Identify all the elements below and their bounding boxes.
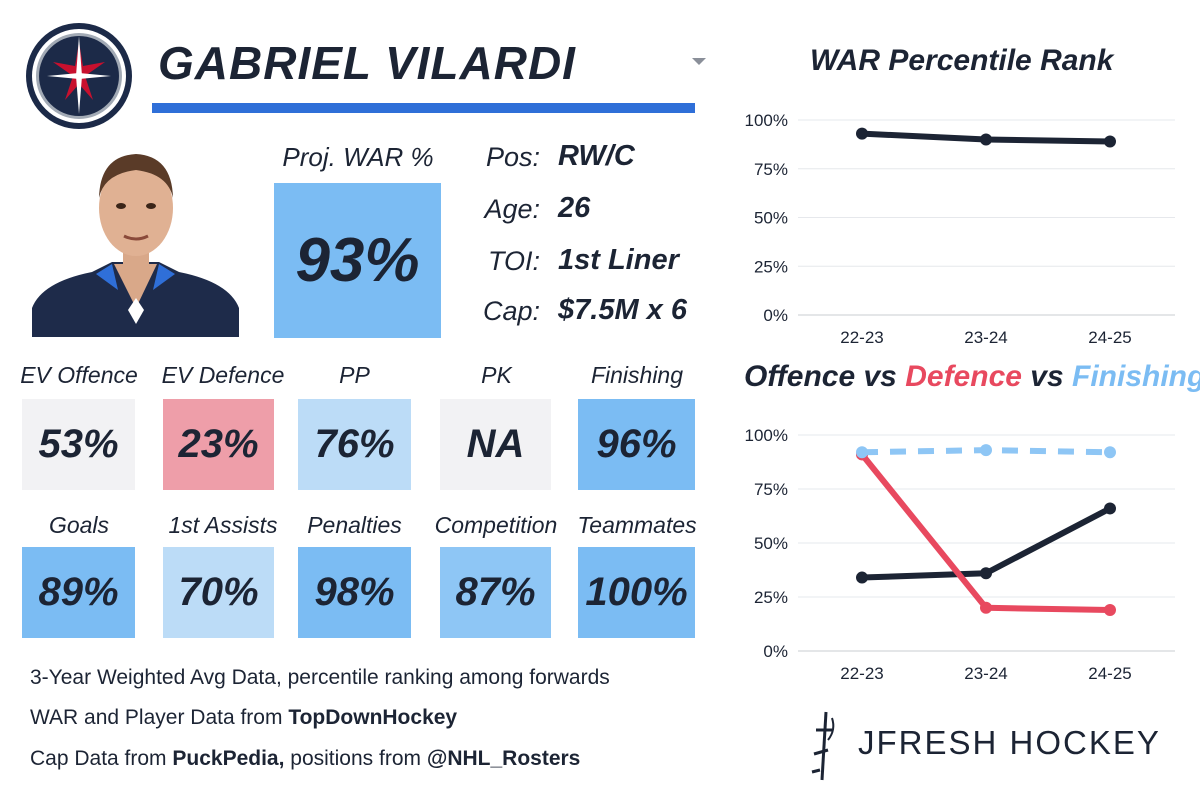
stat-value-goals: 89% <box>38 570 119 614</box>
stat-value-pk: NA <box>466 422 525 466</box>
stat-box-ev-defence: 23% <box>163 399 274 490</box>
footer-cap-source-name: PuckPedia, <box>172 747 285 770</box>
chart1-ytick-label: 100% <box>745 111 788 130</box>
chart1-ytick-label: 25% <box>754 257 788 276</box>
stat-value-teammates: 100% <box>585 570 688 614</box>
chart2-xtick-label: 23-24 <box>964 664 1007 683</box>
stat-value-penalties: 98% <box>314 570 395 614</box>
chart2-title-defence: Defence <box>905 360 1022 393</box>
footer-cap-prefix: Cap Data from <box>30 747 173 770</box>
footer-cap-mid: positions from <box>284 747 427 770</box>
stat-value-1st-assists: 70% <box>178 570 259 614</box>
footer-war-source: WAR and Player Data from TopDownHockey <box>30 706 457 730</box>
chart2-series-defence-point <box>1104 603 1116 616</box>
stat-label-ev-offence: EV Offence <box>20 362 138 388</box>
footer-cap-source: Cap Data from PuckPedia, positions from … <box>30 747 580 771</box>
chart1-series-war-point <box>1104 135 1116 148</box>
stat-box-ev-offence: 53% <box>22 399 135 490</box>
info-label-cap: Cap: <box>482 296 540 326</box>
name-underline <box>152 103 695 113</box>
chart2-title-finishing: Finishing <box>1072 360 1200 393</box>
chart2-series-defence-point <box>980 601 992 614</box>
stat-label-finishing: Finishing <box>590 362 684 388</box>
chart1-ytick-label: 50% <box>754 209 788 228</box>
chart2-series-offence-point <box>1104 502 1116 515</box>
chart2-ytick-label: 50% <box>754 534 788 553</box>
chart2-series-finishing-point <box>856 446 868 459</box>
footer-positions-source-name: @NHL_Rosters <box>426 747 581 770</box>
chart2-title-offence: Offence <box>744 360 856 393</box>
stat-box-goals: 89% <box>22 547 135 638</box>
proj-war-value: 93% <box>295 226 420 295</box>
chart2-series-finishing-point <box>980 444 992 457</box>
chart2-ytick-label: 75% <box>754 480 788 499</box>
chart1-title: WAR Percentile Rank <box>810 44 1114 77</box>
chart2-series-finishing-point <box>1104 446 1116 459</box>
stat-box-pp: 76% <box>298 399 411 490</box>
chart2-xtick-label: 24-25 <box>1088 664 1131 683</box>
info-value-toi: 1st Liner <box>558 244 679 276</box>
stat-label-pp: PP <box>339 362 370 388</box>
info-label-pos: Pos: <box>485 142 540 172</box>
chart2-title-vs2: vs <box>1030 360 1064 393</box>
stat-value-ev-offence: 53% <box>38 422 119 466</box>
stat-label-1st-assists: 1st Assists <box>168 512 278 538</box>
player-name: GABRIEL VILARDI <box>158 37 576 89</box>
stat-box-penalties: 98% <box>298 547 411 638</box>
brand-text: JFRESH HOCKEY <box>858 724 1161 761</box>
footer-war-prefix: WAR and Player Data from <box>30 706 289 729</box>
chart2-series-offence-point <box>856 571 868 584</box>
chart2-series-defence-line <box>859 451 1113 613</box>
player-headshot <box>32 154 239 337</box>
footer-war-source-name: TopDownHockey <box>288 706 458 729</box>
proj-war-label: Proj. WAR % <box>282 142 434 172</box>
chart1-ytick-label: 75% <box>754 160 788 179</box>
chart1-series-war-point <box>856 127 868 140</box>
stat-box-competition: 87% <box>440 547 551 638</box>
chart2-ytick-label: 25% <box>754 588 788 607</box>
stat-value-competition: 87% <box>455 570 536 614</box>
chart2-ytick-label: 100% <box>745 426 788 445</box>
stat-label-penalties: Penalties <box>307 512 402 538</box>
chart1-xtick-label: 24-25 <box>1088 328 1131 347</box>
info-value-cap: $7.5M x 6 <box>558 294 687 326</box>
stat-label-competition: Competition <box>434 512 558 538</box>
stat-label-ev-defence: EV Defence <box>161 362 285 388</box>
footer-note: 3-Year Weighted Avg Data, percentile ran… <box>30 666 610 689</box>
chart1-xtick-label: 22-23 <box>840 328 883 347</box>
chart2-title: Offence vs Defence vs Finishing <box>744 360 1200 394</box>
chart1-series-war-point <box>980 133 992 146</box>
info-value-age: 26 <box>558 192 591 224</box>
stat-box-teammates: 100% <box>578 547 695 638</box>
chart1-war-percentile: 0% 25% 50% 75% 100% 22-23 23-24 24-25 <box>745 111 1175 347</box>
stat-value-finishing: 96% <box>596 422 677 466</box>
stat-box-pk: NA <box>440 399 551 490</box>
info-label-age: Age: <box>484 194 540 224</box>
chart1-ytick-label: 0% <box>763 306 788 325</box>
team-logo <box>26 23 132 129</box>
chart1-xtick-label: 23-24 <box>964 328 1007 347</box>
brand-logo-icon <box>811 711 835 781</box>
stat-label-pk: PK <box>481 362 512 388</box>
stat-label-goals: Goals <box>48 512 110 538</box>
chart2-series-offence-point <box>980 567 992 580</box>
proj-war-box: 93% <box>274 183 441 338</box>
chart2-offence-defence-finishing: 0% 25% 50% 75% 100% 22-23 23-24 24-25 <box>745 426 1175 683</box>
chart2-xtick-label: 22-23 <box>840 664 883 683</box>
stat-box-1st-assists: 70% <box>163 547 274 638</box>
stat-value-ev-defence: 23% <box>178 422 259 466</box>
chevron-down-icon[interactable] <box>692 58 706 65</box>
chart2-ytick-label: 0% <box>763 642 788 661</box>
stat-value-pp: 76% <box>314 422 395 466</box>
info-value-pos: RW/C <box>558 140 635 172</box>
chart2-title-vs1: vs <box>863 360 897 393</box>
info-label-toi: TOI: <box>487 246 540 276</box>
stat-label-teammates: Teammates <box>577 512 697 538</box>
stat-box-finishing: 96% <box>578 399 695 490</box>
